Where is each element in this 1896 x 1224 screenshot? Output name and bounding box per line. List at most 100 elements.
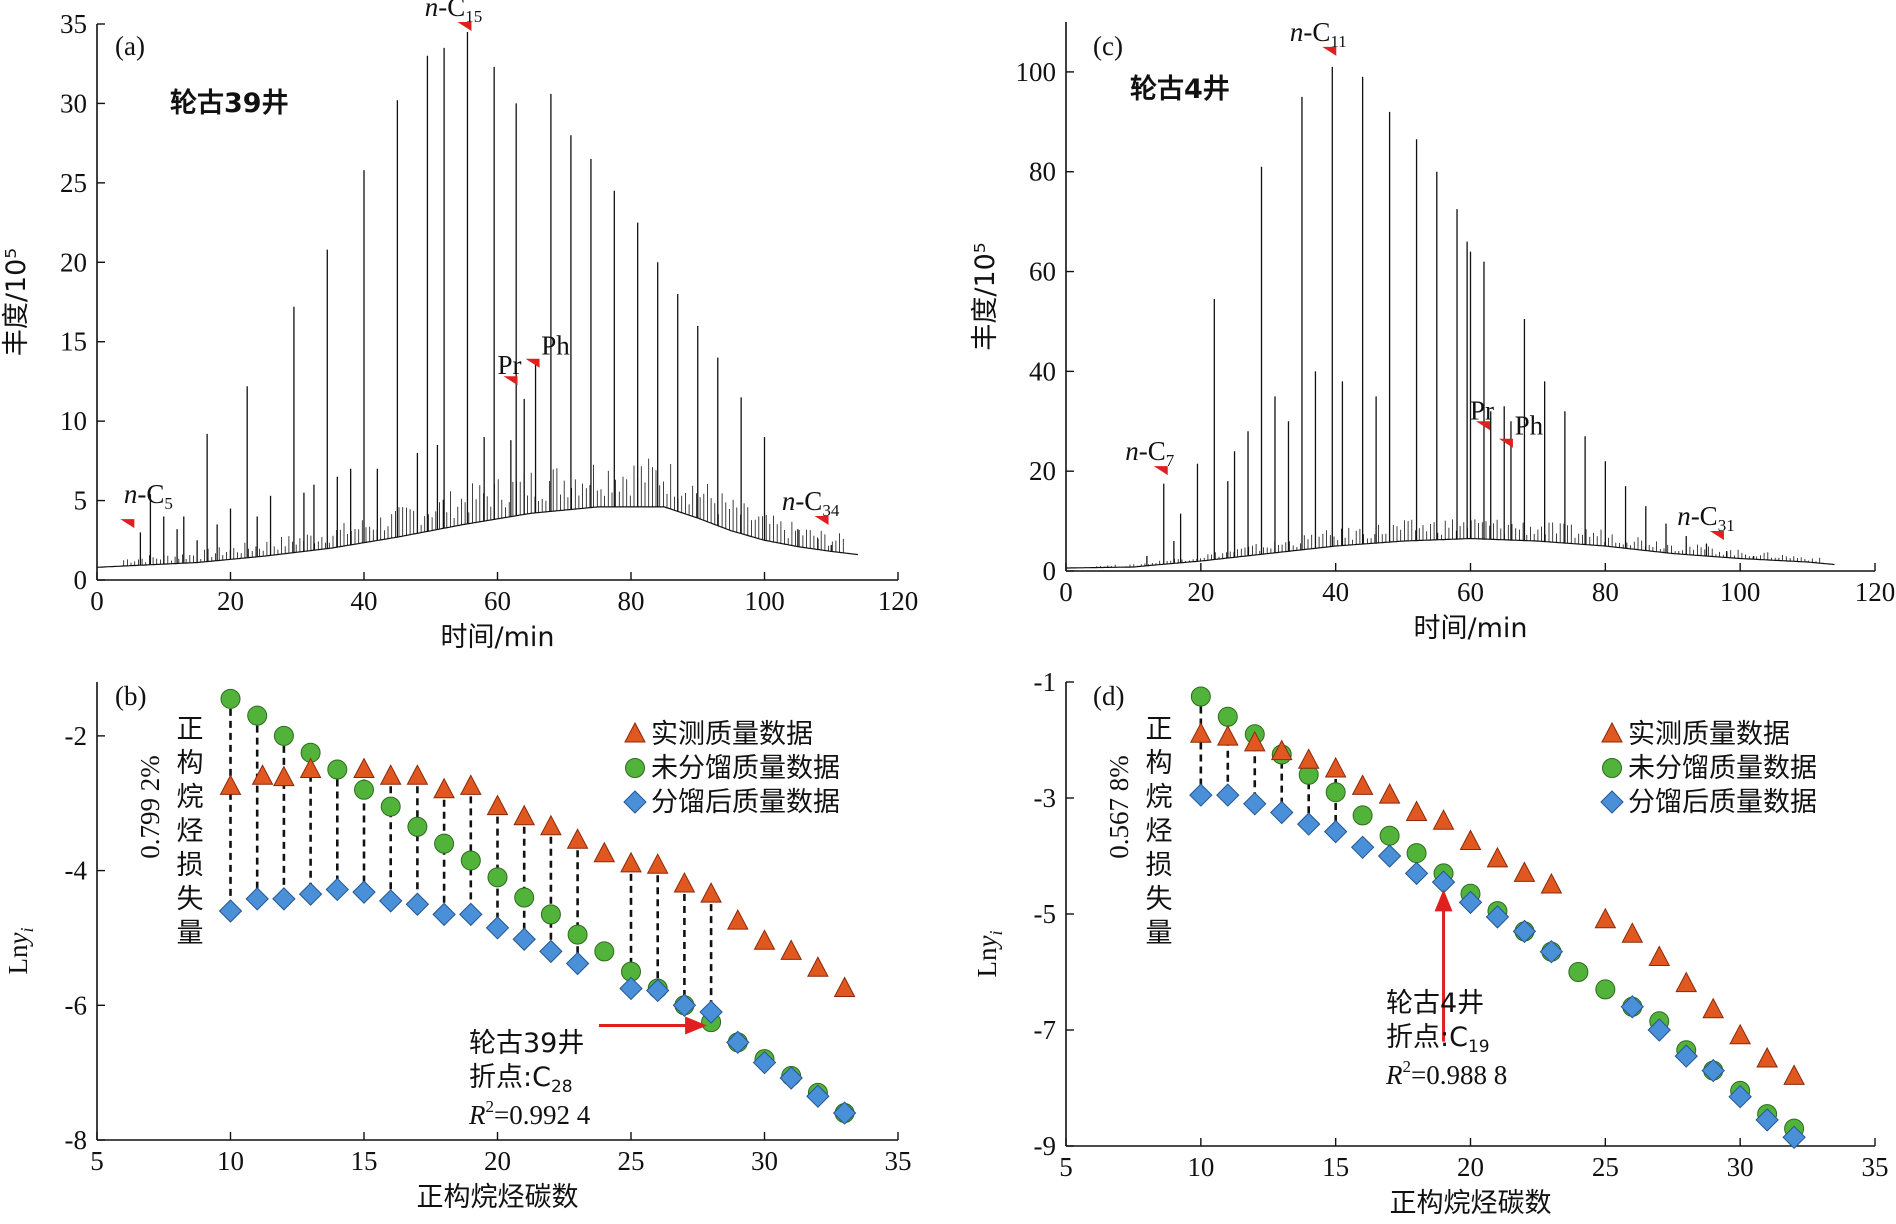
diamond-point (325, 877, 350, 902)
label-part: 烃 (177, 816, 204, 847)
triangle-point (620, 851, 642, 873)
x-tick-label: 120 (878, 586, 919, 616)
diamond-point (1620, 995, 1645, 1019)
x-tick-label: 35 (1862, 1152, 1889, 1182)
legend-label: 实测质量数据 (651, 719, 813, 750)
circle-point (460, 850, 481, 871)
circle-point (1595, 979, 1616, 1000)
label-part: y (3, 933, 33, 948)
diamond-point (1485, 905, 1510, 929)
x-tick-label: 20 (217, 586, 244, 616)
x-tick-label: 120 (1855, 577, 1896, 607)
triangle-point (1783, 1064, 1805, 1085)
x-tick-label: 10 (217, 1146, 244, 1176)
label-subscript: 5 (164, 494, 173, 513)
triangle-point (1190, 722, 1212, 743)
triangle-point (1297, 748, 1320, 769)
circle-point (567, 924, 588, 945)
diamond-point (1296, 812, 1321, 836)
breakpoint-arrowhead (685, 1016, 708, 1035)
label-part: 损 (177, 850, 204, 881)
triangle-point (1324, 756, 1347, 778)
diamond-point (565, 951, 590, 976)
panel-label: (b) (115, 681, 146, 711)
legend-label: 分馏后质量数据 (651, 787, 840, 818)
diamond-point (1512, 919, 1537, 944)
peak-marker (120, 519, 135, 529)
label-part: 构 (1146, 748, 1173, 779)
panel-label: (a) (115, 31, 145, 61)
label-superscript: 2 (1403, 1057, 1412, 1076)
x-tick-label: 30 (751, 1146, 778, 1176)
y-axis-label: 丰度/10⁵ (970, 242, 1001, 350)
label-part: R (1385, 1060, 1403, 1090)
peak-annotation: n-C31 (1677, 501, 1735, 535)
circle-point (434, 833, 455, 854)
y-tick-label: 100 (1016, 57, 1057, 87)
triangle-point (726, 909, 749, 930)
circle-point (247, 705, 268, 726)
x-tick-label: 0 (90, 586, 104, 616)
label-part: 烃 (1146, 816, 1173, 847)
diamond-point (1458, 890, 1483, 915)
diamond-point (645, 978, 670, 1003)
x-tick-label: 5 (1059, 1152, 1073, 1182)
triangle-point (1405, 800, 1428, 821)
label-subscript: 31 (1718, 516, 1735, 535)
diamond-point (298, 882, 323, 906)
x-tick-label: 20 (1457, 1152, 1484, 1182)
triangle-point (1756, 1046, 1778, 1068)
diamond-point (1728, 1084, 1752, 1109)
label-part: 烷 (1146, 782, 1173, 813)
triangle-point (1675, 971, 1698, 993)
diamond-point (1647, 1018, 1671, 1042)
breakpoint-label: 折点:C19 (1386, 1022, 1490, 1057)
x-axis-label: 正构烷烃碳数 (417, 1182, 579, 1213)
triangle-point (353, 757, 375, 779)
diamond-point (806, 1084, 830, 1108)
diamond-point (245, 887, 269, 911)
diamond-point (512, 927, 536, 951)
label-part: 损 (1146, 850, 1173, 881)
triangle-point (780, 939, 803, 960)
peak-annotation: n-C5 (124, 479, 173, 513)
label-part: n (1677, 501, 1691, 531)
x-tick-label: 40 (351, 586, 378, 616)
label-part: =0.992 4 (494, 1100, 591, 1130)
peak-annotation: n-C34 (782, 486, 840, 520)
triangle-point (1621, 922, 1644, 943)
circle-point (487, 867, 508, 888)
triangle-point (1270, 739, 1293, 761)
chromatogram-noise (1092, 519, 1821, 568)
circle-point (327, 759, 348, 780)
label-part: -C (137, 479, 164, 509)
triangle-point (1432, 809, 1455, 830)
y-tick-label: 80 (1029, 157, 1056, 187)
y-tick-label: 30 (60, 88, 87, 118)
triangle-point (299, 757, 322, 779)
x-tick-label: 30 (1727, 1152, 1754, 1182)
triangle-point (673, 871, 696, 893)
legend-label: 分馏后质量数据 (1628, 787, 1817, 818)
triangle-point (1216, 725, 1239, 746)
diamond-point (218, 899, 243, 923)
label-part: Pr (498, 350, 522, 380)
triangle-point (1648, 945, 1671, 966)
diamond-point (1377, 844, 1402, 868)
label-part: -C (1303, 17, 1330, 47)
label-part: 折点:C (469, 1062, 551, 1093)
breakpoint-well: 轮古4井 (1386, 988, 1484, 1019)
triangle-point (540, 814, 562, 836)
label-part: 量 (177, 918, 204, 949)
triangle-point (833, 976, 856, 997)
diamond-point (1674, 1044, 1698, 1068)
diamond-point (1350, 835, 1375, 860)
peak-annotation: Pr (498, 350, 522, 380)
triangle-point (646, 853, 669, 874)
triangle-point (433, 777, 455, 799)
triangle-point (1513, 861, 1536, 882)
x-tick-label: 100 (1720, 577, 1761, 607)
diamond-point (832, 1101, 857, 1125)
label-subscript: 19 (1468, 1037, 1490, 1057)
label-part: Ph (1515, 411, 1544, 441)
